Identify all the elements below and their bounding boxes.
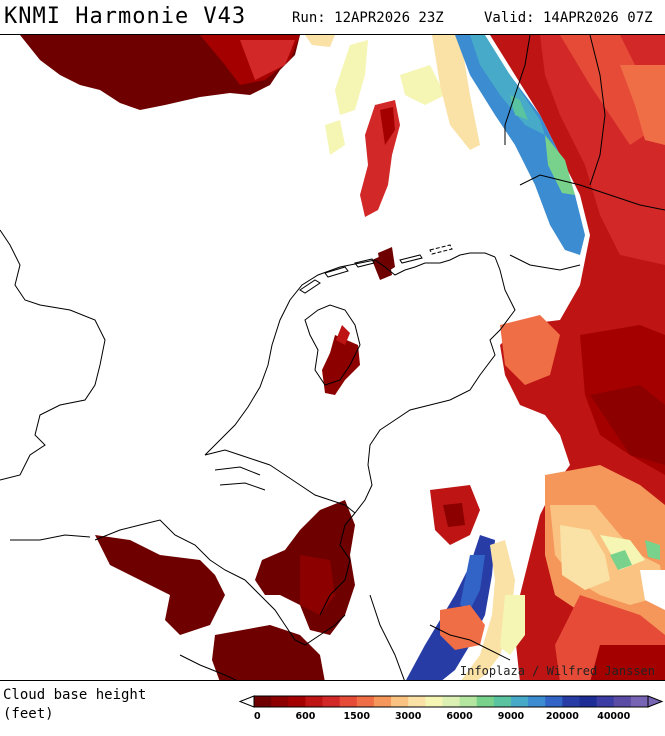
model-title: KNMI Harmonie V43 [4,4,247,29]
legend-arrow-low [238,695,255,708]
legend-swatch [476,696,495,707]
cloud-field-south [95,485,480,680]
legend-swatch [562,696,580,707]
legend-title: Cloud base height (feet) [3,686,146,724]
legend-swatch [596,696,615,707]
forecast-map: Infoplaza / Wilfred Janssen [0,34,665,681]
legend-tick-label: 0 [254,711,261,722]
legend-tick-label: 600 [295,711,315,722]
legend-swatch [305,696,324,707]
legend-swatch [613,696,632,707]
legend-swatch [630,696,649,707]
legend-title-line2: (feet) [3,706,54,722]
cloud-field-east [490,35,665,680]
legend-tick-label: 3000 [395,711,422,722]
legend-swatch [493,696,512,707]
legend-border [253,695,649,708]
legend-swatch [356,696,375,707]
legend-swatch [425,696,443,707]
legend-bar: 0 600 1500 3000 6000 9000 20000 40000 [238,695,664,722]
map-canvas: Infoplaza / Wilfred Janssen [0,35,665,680]
legend-swatch [408,696,426,707]
legend-tick-label: 20000 [546,711,579,722]
legend-swatch [442,696,461,707]
cloud-field-ijsselmeer [322,247,395,395]
legend-swatch [288,696,306,707]
legend-tick-label: 6000 [446,711,473,722]
legend-swatch [254,696,272,707]
chart-header: KNMI Harmonie V43 Run: 12APR2026 23Z Val… [0,0,665,34]
legend-tick-label: 1500 [344,711,371,722]
run-time: Run: 12APR2026 23Z [292,10,444,26]
legend-swatch [510,696,529,707]
legend-tick-label: 9000 [498,711,525,722]
legend-swatch [545,696,563,707]
legend-swatch [528,696,546,707]
valid-time: Valid: 14APR2026 07Z [484,10,653,26]
legend-swatch [459,696,478,707]
legend-swatch [579,696,598,707]
legend-arrow-high [647,695,664,708]
legend-swatch [271,696,289,707]
legend-swatch [391,696,409,707]
color-legend: 0 600 1500 3000 6000 9000 20000 40000 [238,692,664,732]
coastlines-borders [0,35,665,680]
legend-tick-label: 40000 [597,711,630,722]
credit-text: Infoplaza / Wilfred Janssen [460,664,655,678]
cloud-field-blue-south [406,535,525,680]
cloud-field-blue-tongue [455,35,585,255]
legend-swatch [322,696,341,707]
cloud-field-north [20,35,335,110]
legend-swatch [373,696,392,707]
legend-swatch [339,696,358,707]
legend-title-line1: Cloud base height [3,687,147,703]
cloud-field-yellow-north [325,35,480,155]
